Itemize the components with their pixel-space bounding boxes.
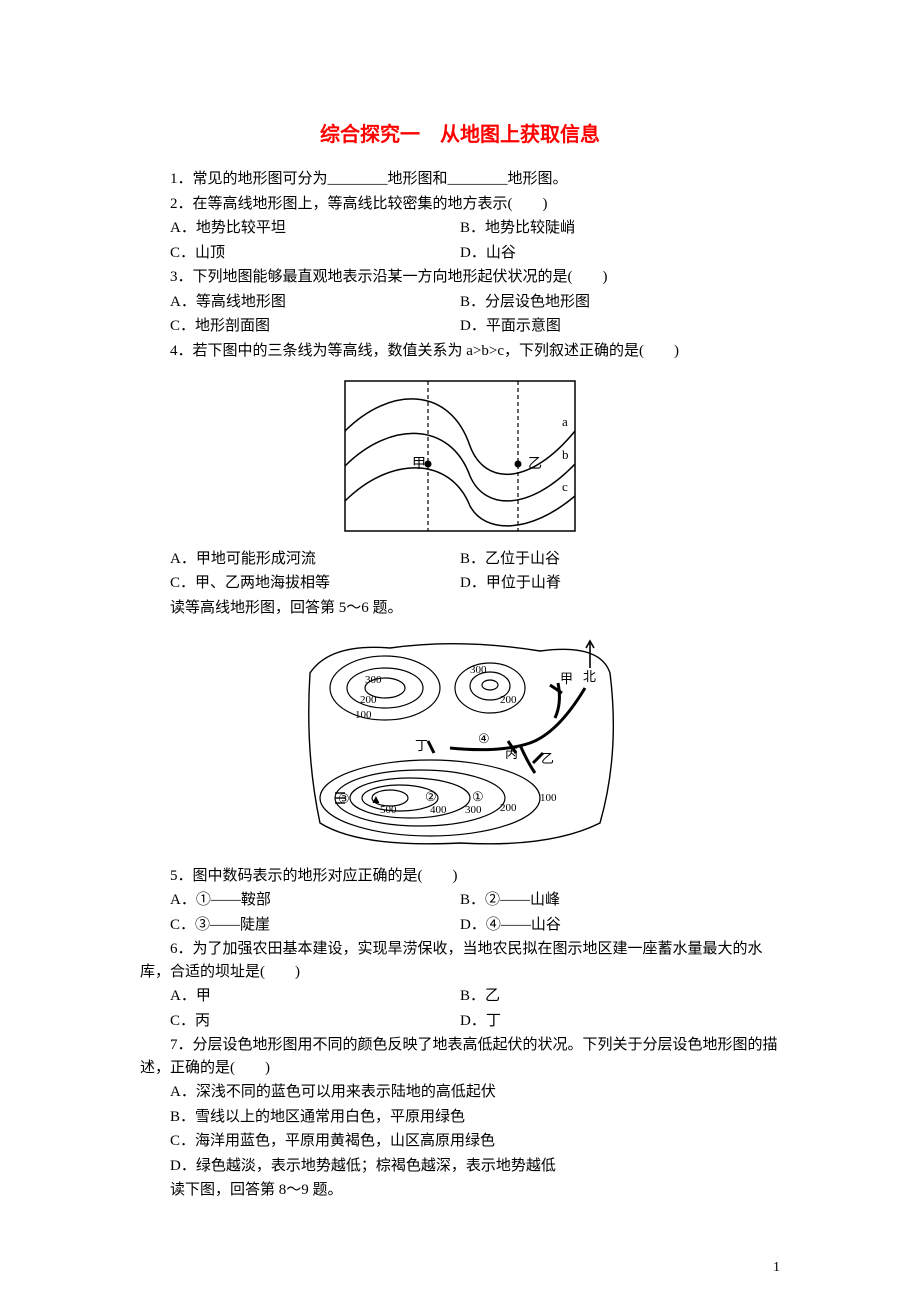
fig2-north: 北 [583, 669, 596, 684]
figure2-svg: 北 100 200 300 300 200 ▲ 500 400 300 200 [300, 633, 620, 853]
page-number: 1 [773, 1257, 780, 1278]
fig1-c: c [562, 479, 568, 494]
q5a: A．①——鞍部 [140, 889, 460, 912]
q3-options-row2: C．地形剖面图 D．平面示意图 [140, 315, 780, 338]
fig2-m4: ④ [478, 731, 490, 746]
q2-options-row1: A．地势比较平坦 B．地势比较陡峭 [140, 217, 780, 240]
fig2-yi: 乙 [541, 751, 554, 766]
fig2-l-100: 100 [355, 709, 372, 721]
q2d: D．山谷 [460, 242, 780, 265]
intro89: 读下图，回答第 8～9 题。 [140, 1179, 780, 1202]
fig2-jia: 甲 [560, 671, 573, 686]
q2c: C．山顶 [140, 242, 460, 265]
q5d: D．④——山谷 [460, 914, 780, 937]
figure1: 甲 乙 a b c [140, 376, 780, 544]
q4: 4．若下图中的三条线为等高线，数值关系为 a>b>c，下列叙述正确的是( ) [140, 340, 780, 363]
fig2-r-300: 300 [470, 664, 487, 676]
fig2-b-100: 100 [540, 792, 557, 804]
fig2-l-200: 200 [360, 694, 377, 706]
q7d: D．绿色越淡，表示地势越低；棕褐色越深，表示地势越低 [140, 1155, 780, 1178]
q4a: A．甲地可能形成河流 [140, 548, 460, 571]
q6b: B．乙 [460, 985, 780, 1008]
fig1-jia: 甲 [412, 457, 426, 472]
fig2-bing: 丙 [505, 746, 518, 761]
fig2-b-500: 500 [380, 804, 397, 816]
fig2-l-300: 300 [365, 674, 382, 686]
q3-options-row1: A．等高线地形图 B．分层设色地形图 [140, 291, 780, 314]
q7: 7．分层设色地形图用不同的颜色反映了地表高低起伏的状况。下列关于分层设色地形图的… [140, 1034, 780, 1079]
q5b: B．②——山峰 [460, 889, 780, 912]
page: 综合探究一 从地图上获取信息 1．常见的地形图可分为________地形图和__… [0, 0, 920, 1302]
q6d: D．丁 [460, 1010, 780, 1033]
q3a: A．等高线地形图 [140, 291, 460, 314]
q7b: B．雪线以上的地区通常用白色，平原用绿色 [140, 1106, 780, 1129]
fig1-b: b [562, 447, 569, 462]
q4c: C．甲、乙两地海拔相等 [140, 572, 460, 595]
q4d: D．甲位于山脊 [460, 572, 780, 595]
q4-options-row2: C．甲、乙两地海拔相等 D．甲位于山脊 [140, 572, 780, 595]
q5c: C．③——陡崖 [140, 914, 460, 937]
q5: 5．图中数码表示的地形对应正确的是( ) [140, 865, 780, 888]
fig2-r-200: 200 [500, 694, 517, 706]
fig2-m1: ① [472, 789, 484, 804]
q6-text: 6．为了加强农田基本建设，实现旱涝保收，当地农民拟在图示地区建一座蓄水量最大的水… [140, 941, 763, 980]
fig2-b-300: 300 [465, 804, 482, 816]
fig1-a: a [562, 414, 568, 429]
q4-options-row1: A．甲地可能形成河流 B．乙位于山谷 [140, 548, 780, 571]
q3c: C．地形剖面图 [140, 315, 460, 338]
page-title: 综合探究一 从地图上获取信息 [140, 120, 780, 150]
q6: 6．为了加强农田基本建设，实现旱涝保收，当地农民拟在图示地区建一座蓄水量最大的水… [140, 938, 780, 983]
q7a: A．深浅不同的蓝色可以用来表示陆地的高低起伏 [140, 1081, 780, 1104]
fig2-m2: ② [425, 789, 437, 804]
q2b: B．地势比较陡峭 [460, 217, 780, 240]
fig1-yi: 乙 [528, 456, 542, 472]
intro56: 读等高线地形图，回答第 5～6 题。 [140, 597, 780, 620]
q6-options-row2: C．丙 D．丁 [140, 1010, 780, 1033]
q4b: B．乙位于山谷 [460, 548, 780, 571]
fig2-ding: 丁 [415, 738, 428, 753]
q6-options-row1: A．甲 B．乙 [140, 985, 780, 1008]
q5-options-row2: C．③——陡崖 D．④——山谷 [140, 914, 780, 937]
q2: 2．在等高线地形图上，等高线比较密集的地方表示( ) [140, 193, 780, 216]
q3: 3．下列地图能够最直观地表示沿某一方向地形起伏状况的是( ) [140, 266, 780, 289]
fig2-b-200: 200 [500, 802, 517, 814]
q2a: A．地势比较平坦 [140, 217, 460, 240]
q3d: D．平面示意图 [460, 315, 780, 338]
figure1-svg: 甲 乙 a b c [340, 376, 580, 536]
q3b: B．分层设色地形图 [460, 291, 780, 314]
q6a: A．甲 [140, 985, 460, 1008]
q1: 1．常见的地形图可分为________地形图和________地形图。 [140, 168, 780, 191]
q7c: C．海洋用蓝色，平原用黄褐色，山区高原用绿色 [140, 1130, 780, 1153]
q2-options-row2: C．山顶 D．山谷 [140, 242, 780, 265]
figure2: 北 100 200 300 300 200 ▲ 500 400 300 200 [140, 633, 780, 861]
q6c: C．丙 [140, 1010, 460, 1033]
q5-options-row1: A．①——鞍部 B．②——山峰 [140, 889, 780, 912]
fig2-b-400: 400 [430, 804, 447, 816]
